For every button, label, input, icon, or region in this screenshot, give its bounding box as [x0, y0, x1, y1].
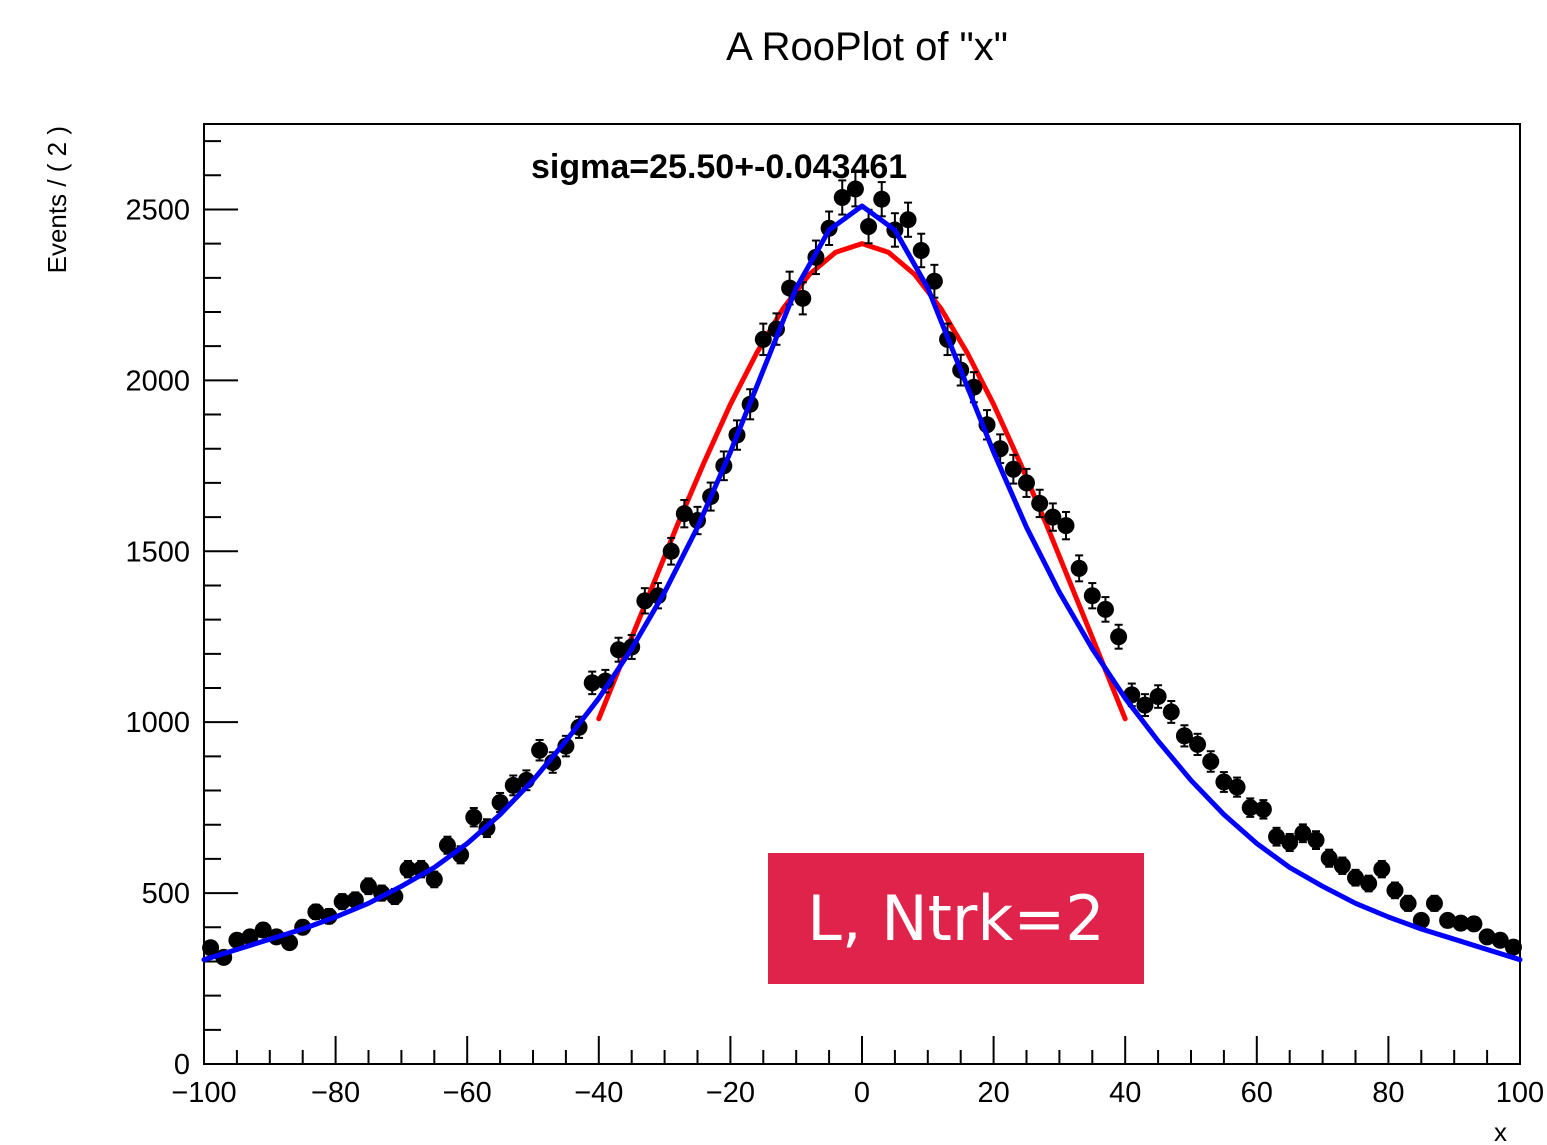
data-point — [1268, 828, 1286, 846]
data-point — [1294, 824, 1312, 842]
y-axis-label: Events / ( 2 ) — [42, 126, 72, 273]
data-point — [438, 836, 456, 854]
data-point — [1478, 928, 1496, 946]
sigma-annotation: sigma=25.50+-0.043461 — [531, 148, 907, 186]
data-point — [1031, 494, 1049, 512]
x-tick-label: 80 — [1372, 1077, 1404, 1109]
x-axis-label: x — [1494, 1117, 1507, 1145]
ntrk-badge: L, Ntrk=2 — [768, 853, 1144, 984]
data-point — [1491, 931, 1509, 949]
x-tick-label: −60 — [443, 1077, 492, 1109]
data-point — [360, 877, 377, 895]
data-point — [202, 939, 220, 957]
data-point — [333, 893, 351, 911]
data-point — [465, 808, 483, 826]
data-point — [873, 190, 891, 208]
y-tick-label: 1000 — [125, 707, 190, 739]
data-point — [1425, 894, 1443, 912]
data-point — [610, 641, 628, 659]
x-tick-label: 20 — [977, 1077, 1009, 1109]
x-tick-label: 100 — [1496, 1077, 1544, 1109]
y-tick-label: 2000 — [125, 365, 190, 397]
data-point — [675, 505, 693, 523]
data-point — [794, 289, 812, 307]
data-point — [1281, 834, 1299, 852]
data-point — [399, 860, 417, 878]
data-point — [1439, 911, 1457, 929]
data-point — [583, 674, 601, 692]
data-point — [1228, 778, 1246, 796]
data-point — [1044, 508, 1062, 526]
data-point — [346, 891, 364, 909]
data-point — [281, 934, 299, 952]
data-point — [307, 903, 325, 921]
data-point — [1189, 735, 1207, 753]
data-point — [504, 776, 522, 794]
data-point — [1373, 860, 1391, 878]
y-tick-label: 0 — [174, 1049, 190, 1081]
data-point — [1162, 703, 1180, 721]
data-point — [912, 241, 930, 259]
ntrk-badge-background — [768, 853, 1144, 984]
data-point — [1333, 857, 1351, 875]
data-point — [1254, 800, 1272, 818]
chart-title: A RooPlot of "x" — [726, 25, 1008, 69]
total-fit-curve — [201, 203, 1523, 963]
data-point — [1386, 881, 1404, 899]
data-point — [1504, 938, 1522, 956]
data-point — [636, 592, 654, 610]
x-tick-label: 40 — [1109, 1077, 1141, 1109]
data-point — [1110, 628, 1128, 646]
data-point — [1347, 869, 1364, 887]
data-point — [557, 737, 575, 755]
data-point — [531, 741, 549, 759]
x-tick-label: 0 — [854, 1077, 870, 1109]
data-point — [1412, 911, 1430, 929]
data-point — [899, 211, 917, 229]
x-axis-ticks: −100 −80 −60 −40 −20 0 20 40 60 80 100 — [171, 1036, 1544, 1109]
data-point — [1307, 831, 1325, 849]
data-point — [228, 931, 246, 949]
data-point — [1096, 600, 1114, 618]
data-point — [860, 218, 878, 236]
data-point — [1018, 474, 1035, 492]
data-point — [1202, 752, 1220, 770]
data-point — [1452, 914, 1470, 932]
data-point — [1083, 587, 1101, 605]
data-point — [754, 330, 772, 348]
x-tick-label: −100 — [171, 1077, 236, 1109]
data-point — [1215, 773, 1233, 791]
x-tick-label: −20 — [706, 1077, 755, 1109]
data-point — [846, 180, 864, 198]
data-point — [1136, 696, 1154, 714]
data-point — [1175, 727, 1193, 745]
x-tick-label: −80 — [311, 1077, 360, 1109]
y-tick-label: 1500 — [125, 536, 190, 568]
data-point — [925, 272, 943, 290]
y-tick-label: 500 — [142, 878, 190, 910]
data-point — [425, 870, 443, 888]
data-point — [241, 928, 259, 946]
x-tick-label: 60 — [1241, 1077, 1273, 1109]
data-point — [1149, 688, 1167, 706]
data-point — [1360, 875, 1378, 893]
data-points — [202, 170, 1522, 966]
ntrk-badge-label: L, Ntrk=2 — [807, 882, 1104, 955]
y-tick-label: 2500 — [125, 194, 190, 226]
data-point — [1070, 559, 1088, 577]
data-point — [1057, 517, 1075, 535]
data-point — [1241, 799, 1259, 817]
y-axis-ticks: 0 500 1000 1500 2000 2500 — [125, 140, 238, 1081]
data-point — [1320, 849, 1338, 867]
data-point — [1004, 460, 1022, 478]
x-tick-label: −40 — [574, 1077, 623, 1109]
data-point — [1465, 915, 1483, 933]
data-point — [254, 921, 272, 939]
data-point — [662, 542, 680, 560]
data-point — [833, 188, 851, 206]
series-layer — [201, 170, 1523, 966]
data-point — [1399, 894, 1417, 912]
